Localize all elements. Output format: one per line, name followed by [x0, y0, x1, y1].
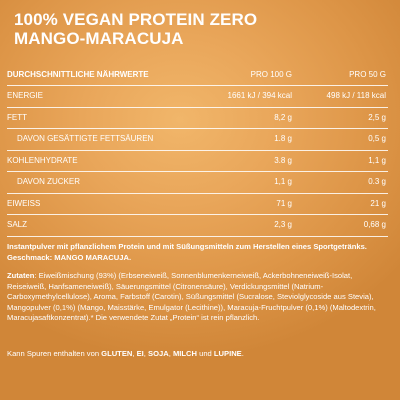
- row-label: FETT: [7, 112, 27, 122]
- allergen-gluten: GLUTEN: [101, 349, 133, 358]
- nutrition-row-fett: FETT 8,2 g 2,5 g: [7, 108, 388, 129]
- row-value-per-100g: 71 g: [276, 198, 292, 208]
- header-col-per-100g: PRO 100 G: [250, 70, 292, 79]
- row-value-per-50g: 2,5 g: [368, 112, 386, 122]
- row-label: EIWEISS: [7, 198, 41, 208]
- row-label: KOHLENHYDRATE: [7, 155, 78, 165]
- ingredients-text: Zutaten: Eiweißmischung (93%) (Erbseneiw…: [7, 271, 391, 324]
- row-value-per-100g: 3.8 g: [274, 155, 292, 165]
- row-value-per-100g: 1661 kJ / 394 kcal: [227, 91, 292, 100]
- row-value-per-50g: 498 kJ / 118 kcal: [326, 91, 386, 100]
- ingredients-list: : Eiweißmischung (93%) (Erbseneiweiß, So…: [7, 271, 376, 322]
- nutrition-row-gesaettigte-fettsaeuren: DAVON GESÄTTIGTE FETTSÄUREN 1.8 g 0,5 g: [7, 129, 388, 151]
- allergen-notice: Kann Spuren enthalten von GLUTEN, EI, SO…: [7, 349, 391, 360]
- row-value-per-100g: 1.8 g: [274, 134, 292, 143]
- allergen-and: und: [197, 349, 214, 358]
- nutrition-row-energie: ENERGIE 1661 kJ / 394 kcal 498 kJ / 118 …: [7, 86, 388, 108]
- header-col-per-50g: PRO 50 G: [349, 70, 386, 79]
- row-label: DAVON GESÄTTIGTE FETTSÄUREN: [17, 134, 154, 143]
- row-value-per-100g: 8,2 g: [274, 112, 292, 122]
- row-label: SALZ: [7, 220, 28, 229]
- nutrition-row-kohlenhydrate: KOHLENHYDRATE 3.8 g 1,1 g: [7, 151, 388, 172]
- allergen-sep: ,: [168, 349, 173, 358]
- header-separator: [7, 85, 388, 86]
- allergen-soja: SOJA: [148, 349, 169, 358]
- row-label: DAVON ZUCKER: [17, 177, 80, 186]
- row-value-per-50g: 0.3 g: [368, 177, 386, 186]
- product-description: Instantpulver mit pflanzlichem Protein u…: [7, 242, 367, 262]
- product-title-line1: 100% VEGAN PROTEIN ZERO: [14, 10, 258, 29]
- product-title: 100% VEGAN PROTEIN ZERO MANGO-MARACUJA: [14, 10, 386, 48]
- allergen-sep: ,: [132, 349, 137, 358]
- row-value-per-50g: 1,1 g: [368, 155, 386, 165]
- row-value-per-100g: 2,3 g: [274, 220, 292, 229]
- allergen-end: .: [241, 349, 244, 358]
- nutrition-table-header: DURCHSCHNITTLICHE NÄHRWERTE PRO 100 G PR…: [7, 68, 388, 85]
- allergen-sep: ,: [143, 349, 149, 358]
- nutrition-row-eiweiss: EIWEISS 71 g 21 g: [7, 194, 388, 215]
- row-value-per-100g: 1,1 g: [274, 177, 292, 186]
- nutrition-row-zucker: DAVON ZUCKER 1,1 g 0.3 g: [7, 172, 388, 194]
- nutrition-table: DURCHSCHNITTLICHE NÄHRWERTE PRO 100 G PR…: [7, 68, 388, 237]
- row-value-per-50g: 0,68 g: [363, 220, 386, 229]
- product-title-line2: MANGO-MARACUJA: [14, 29, 184, 48]
- row-value-per-50g: 21 g: [370, 198, 386, 208]
- allergen-milch: MILCH: [172, 349, 197, 358]
- allergen-lupine: LUPINE: [213, 349, 242, 358]
- row-value-per-50g: 0,5 g: [368, 134, 386, 143]
- nutrition-row-salz: SALZ 2,3 g 0,68 g: [7, 215, 388, 237]
- allergen-prefix: Kann Spuren enthalten von: [7, 349, 102, 358]
- ingredients-label: Zutaten: [7, 271, 35, 280]
- row-label: ENERGIE: [7, 91, 44, 100]
- header-label: DURCHSCHNITTLICHE NÄHRWERTE: [7, 70, 149, 79]
- allergen-ei: EI: [136, 349, 144, 358]
